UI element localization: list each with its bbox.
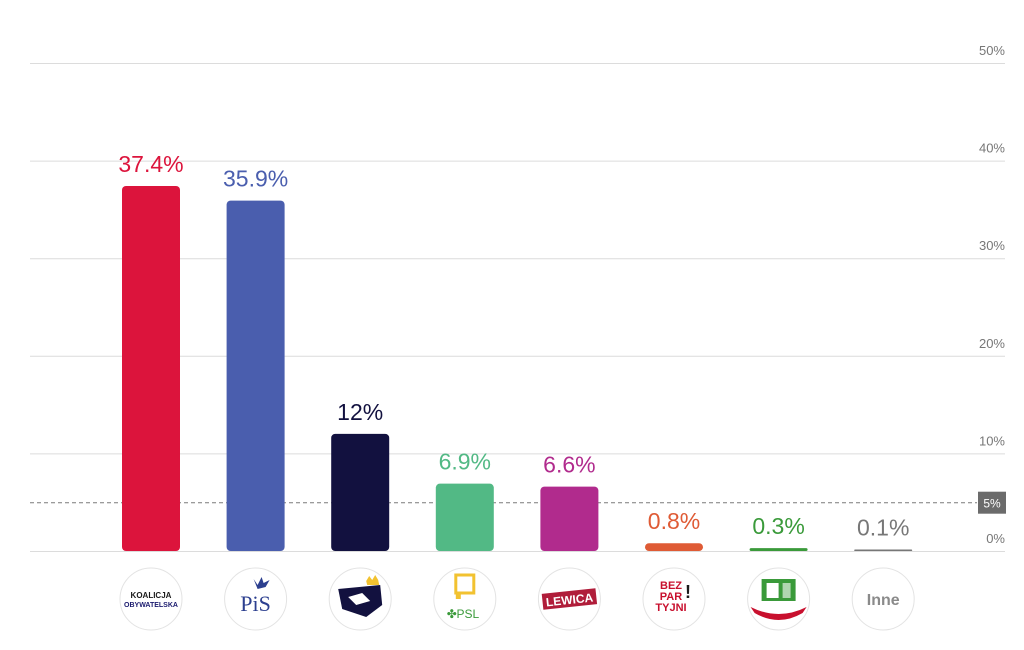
party-logo-zieloni (747, 567, 811, 631)
bar (749, 548, 808, 551)
y-tick-label: 40% (979, 141, 1005, 156)
y-tick-label: 50% (979, 43, 1005, 58)
logo-text: PSL (456, 607, 479, 621)
logo-text: OBYWATELSKA (124, 602, 178, 609)
logo-circle (119, 567, 183, 631)
value-label: 35.9% (223, 166, 288, 192)
logo-banner (541, 588, 598, 610)
logo-text: PAR (660, 591, 682, 603)
logo-circle (224, 567, 288, 631)
value-label: 0.1% (857, 515, 909, 541)
value-label: 6.6% (543, 452, 595, 478)
logo-text: LEWICA (545, 591, 594, 610)
bars (122, 185, 913, 551)
y-tick-label: 0% (986, 531, 1005, 546)
bar (226, 200, 285, 551)
value-label: 12% (337, 399, 383, 425)
eagle-icon (348, 593, 371, 605)
logo-text: Inne (867, 592, 900, 609)
bar (540, 486, 599, 551)
exclamation-icon: ! (685, 582, 691, 602)
logo-text: BEZ (660, 580, 682, 592)
party-logos: KOALICJA OBYWATELSKA PiS PSL✤ LEWICA BEZPARTY… (119, 567, 915, 631)
y-tick-label: 20% (979, 336, 1005, 351)
y-tick-labels: 0% 10% 20% 30% 40% 50% (979, 43, 1005, 546)
logo-text: PiS (240, 591, 271, 616)
logo-circle (433, 567, 497, 631)
bar (122, 185, 180, 551)
value-labels: 37.4% 35.9% 12% 6.9% 6.6% 0.8% 0.3% 0.1% (118, 151, 909, 541)
party-logo-pis: PiS (224, 567, 288, 631)
logo-circle (642, 567, 706, 631)
bar (645, 543, 703, 551)
party-logo-konfederacja (328, 567, 392, 631)
party-logo-ko: KOALICJA OBYWATELSKA (119, 567, 183, 631)
clover-icon: ✤ (447, 607, 457, 621)
y-tick-label: 10% (979, 433, 1005, 448)
party-logo-psl: PSL✤ (433, 567, 497, 631)
bar (331, 433, 390, 551)
logo-text: KOALICJA (131, 591, 172, 600)
value-label: 37.4% (118, 151, 183, 177)
crown-icon (366, 575, 380, 585)
yellow-mark-icon (455, 593, 461, 599)
logo-circle (851, 567, 915, 631)
value-label: 0.3% (752, 513, 804, 539)
logo-text: TYJNI (655, 602, 686, 614)
threshold-badge (978, 491, 1006, 514)
threshold-label: 5% (983, 497, 1001, 511)
eagle-icon (253, 577, 270, 589)
door-icon (766, 583, 779, 598)
yellow-mark-icon (454, 573, 476, 595)
value-label: 6.9% (439, 449, 491, 475)
red-swoosh-icon (750, 607, 807, 620)
bar (435, 483, 494, 551)
value-label: 0.8% (648, 508, 700, 534)
party-logo-inne: Inne (851, 567, 915, 631)
threshold-line: 5% (30, 491, 1006, 514)
party-logo-lewica: LEWICA (537, 567, 601, 631)
gridlines (30, 63, 1005, 552)
door-icon (782, 583, 791, 598)
y-tick-label: 30% (979, 238, 1005, 253)
bar (854, 549, 913, 551)
